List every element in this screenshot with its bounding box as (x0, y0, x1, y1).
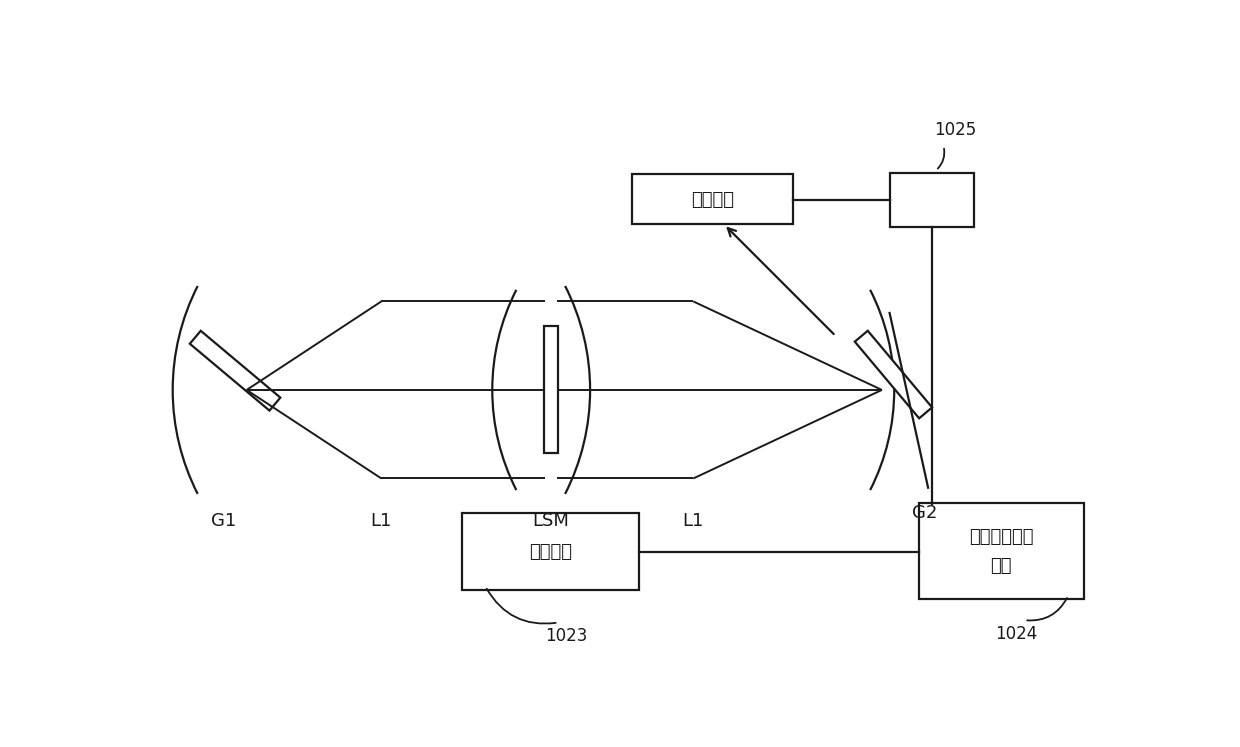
Text: L1: L1 (682, 512, 704, 530)
Text: G1: G1 (211, 512, 236, 530)
Bar (889, 173, 975, 226)
Text: 控制装置: 控制装置 (529, 542, 573, 561)
Text: 1024: 1024 (996, 625, 1038, 643)
Polygon shape (854, 331, 932, 418)
Bar (544, 326, 558, 453)
Text: 其他光路: 其他光路 (691, 190, 734, 208)
Text: 1025: 1025 (934, 122, 976, 140)
Text: L1: L1 (371, 512, 392, 530)
Bar (631, 174, 794, 224)
Bar (463, 513, 640, 590)
Polygon shape (190, 331, 280, 411)
Text: 第二信号采集
装置: 第二信号采集 装置 (968, 528, 1033, 575)
Text: 1023: 1023 (546, 627, 588, 645)
Text: LSM: LSM (532, 512, 569, 530)
Bar (919, 503, 1085, 599)
Text: G2: G2 (911, 504, 937, 522)
